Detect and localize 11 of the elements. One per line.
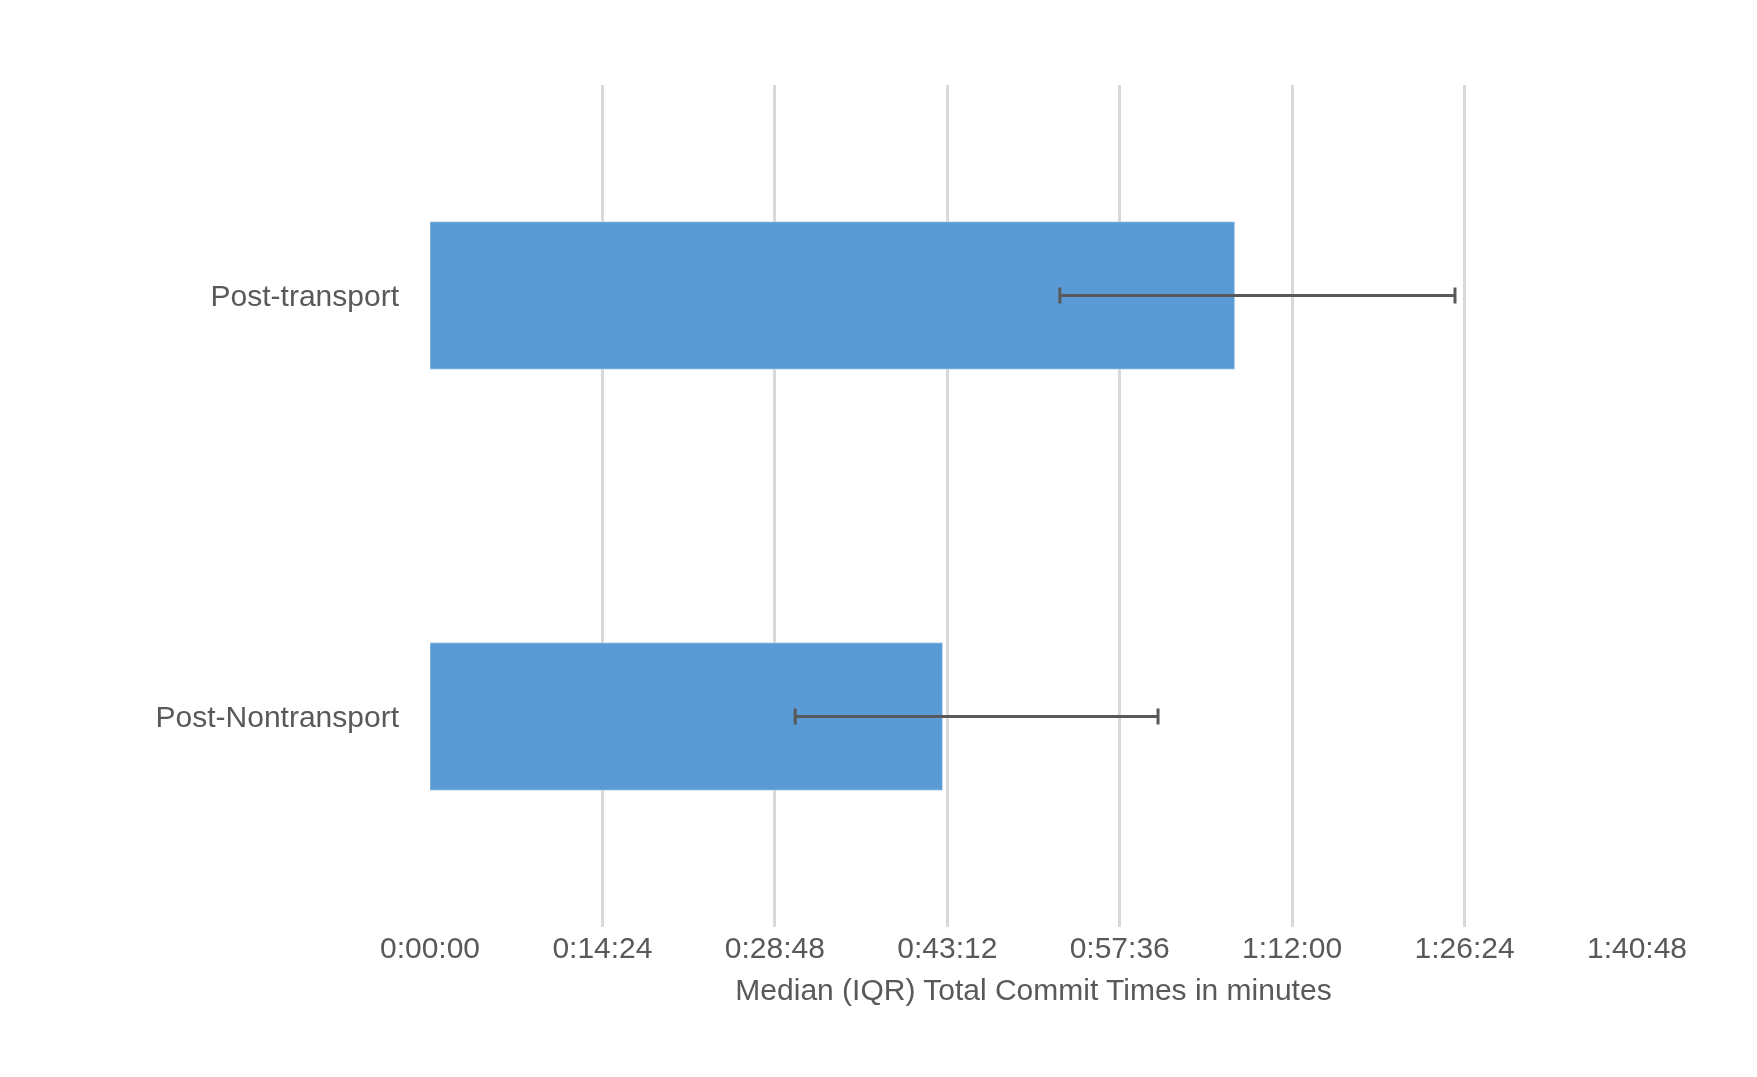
x-axis-title: Median (IQR) Total Commit Times in minutes	[735, 972, 1332, 1006]
x-tick-label: 0:43:12	[897, 931, 998, 964]
x-tick-label: 0:14:24	[552, 931, 653, 964]
x-tick-label: 1:40:48	[1586, 931, 1688, 964]
y-tick-label: Post-Nontransport	[155, 700, 400, 733]
y-tick-label: Post-transport	[210, 279, 400, 312]
x-tick-label: 1:12:00	[1242, 931, 1343, 964]
x-tick-label: 0:28:48	[724, 931, 825, 964]
x-tick-label: 0:57:36	[1069, 931, 1170, 964]
x-tick-label: 0:00:00	[379, 931, 481, 964]
x-tick-label: 1:26:24	[1414, 931, 1515, 964]
